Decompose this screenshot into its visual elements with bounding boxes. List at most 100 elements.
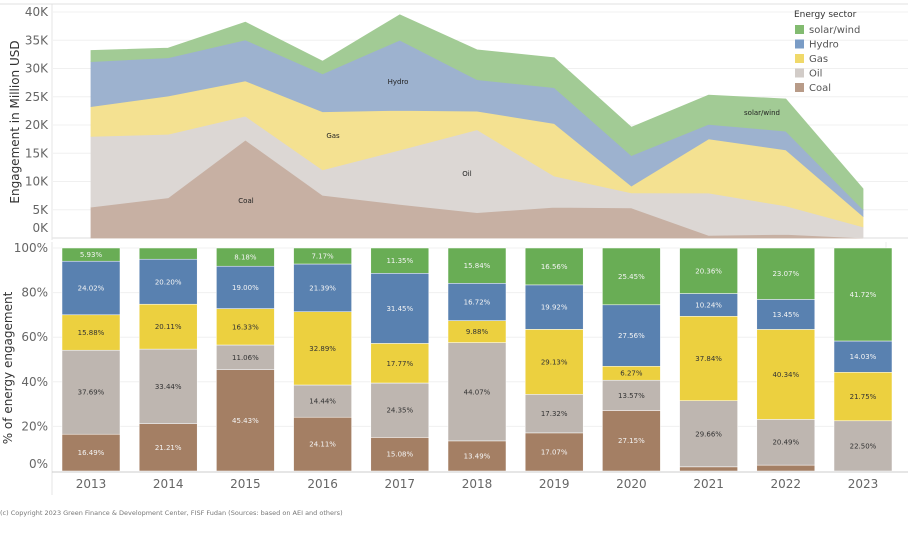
bar-segment-gas — [216, 308, 275, 346]
bottom-y-tick-label: 40% — [21, 375, 48, 389]
bottom-chart-y-ticks: 0% 20% 40% 60% 80% 100% — [14, 241, 48, 471]
top-y-tick-label: 30K — [25, 62, 49, 76]
bar-segment-oil — [756, 419, 816, 466]
bar-segment-gas — [679, 316, 738, 401]
legend-item-coal[interactable]: Coal — [809, 83, 831, 94]
bar-data-label: 6.27% — [620, 370, 643, 378]
bar-segment-hydro — [370, 273, 430, 344]
bar-data-label: 22.50% — [850, 442, 877, 450]
bar-data-label: 23.07% — [772, 270, 799, 278]
bar-data-label: 7.17% — [311, 253, 334, 261]
bar-segment-solar-wind — [524, 247, 584, 286]
bar-segment-coal — [524, 432, 584, 472]
x-tick-label: 2021 — [693, 477, 724, 491]
bar-segment-solar-wind — [756, 247, 816, 300]
bar-segment-solar-wind — [293, 247, 352, 265]
bar-data-label: 24.02% — [78, 285, 105, 293]
bar-data-label: 31.45% — [386, 305, 413, 313]
bar-data-label: 13.45% — [772, 311, 799, 319]
top-chart-y-ticks: 0K 5K 10K 15K 20K 25K 30K 35K 40K — [25, 5, 49, 235]
bar-segment-coal — [370, 437, 430, 472]
x-tick-label: 2015 — [230, 477, 261, 491]
bar-data-label: 20.20% — [155, 278, 182, 286]
bar-data-label: 15.08% — [386, 451, 413, 459]
x-tick-label: 2020 — [616, 477, 647, 491]
x-tick-label: 2018 — [462, 477, 493, 491]
bar-segment-hydro — [447, 283, 507, 321]
area-annotation: solar/wind — [744, 109, 780, 117]
bar-data-label: 19.92% — [541, 304, 568, 312]
bar-data-label: 17.77% — [386, 360, 413, 368]
bar-2018: 13.49% 44.07% 9.88% 16.72% 15.84% — [447, 247, 507, 472]
bottom-y-tick-label: 20% — [21, 419, 48, 433]
x-tick-label: 2019 — [539, 477, 570, 491]
bar-segment-coal — [138, 423, 198, 472]
bar-data-label: 17.07% — [541, 449, 568, 457]
bar-2015: 45.43% 11.06% 16.33% 19.00% 8.18% — [216, 247, 275, 472]
bar-data-label: 13.49% — [464, 453, 491, 461]
bar-segment-oil — [833, 420, 893, 472]
bar-data-label: 40.34% — [772, 371, 799, 379]
bar-data-label: 13.57% — [618, 392, 645, 400]
bar-segment-solar-wind — [602, 247, 661, 306]
top-y-tick-label: 35K — [25, 33, 49, 47]
bar-data-label: 16.56% — [541, 263, 568, 271]
bar-data-label: 9.88% — [466, 328, 489, 336]
bar-segment-oil — [447, 342, 507, 442]
area-annotation: Gas — [326, 132, 340, 140]
top-y-tick-label: 0K — [32, 221, 49, 235]
legend-swatch — [795, 25, 804, 34]
legend-item-gas[interactable]: Gas — [809, 54, 828, 65]
bar-segment-coal — [293, 416, 352, 472]
bottom-y-tick-label: 0% — [29, 457, 48, 471]
bar-segment-hydro — [833, 340, 893, 373]
bar-segment-hydro — [524, 284, 584, 330]
top-y-tick-label: 20K — [25, 118, 49, 132]
legend-item-oil[interactable]: Oil — [809, 69, 822, 80]
x-tick-label: 2016 — [307, 477, 338, 491]
bar-segment-gas — [756, 329, 816, 420]
bar-2020: 27.15% 13.57% 6.27% 27.56% 25.45% — [602, 247, 661, 472]
bar-2022: 20.49% 40.34% 13.45% 23.07% — [756, 247, 816, 472]
bar-data-label: 32.89% — [309, 345, 336, 353]
bar-data-label: 16.33% — [232, 323, 259, 331]
bar-data-label: 45.43% — [232, 417, 259, 425]
bar-data-label: 24.35% — [386, 407, 413, 415]
bar-data-label: 20.49% — [772, 439, 799, 447]
bar-segment-solar-wind — [138, 247, 198, 260]
x-tick-label: 2017 — [385, 477, 416, 491]
legend-swatch — [795, 68, 804, 78]
bar-segment-solar-wind — [370, 247, 430, 274]
bottom-y-tick-label: 100% — [14, 241, 48, 255]
legend-item-solar-wind[interactable]: solar/wind — [809, 25, 860, 36]
bar-data-label: 15.88% — [78, 329, 105, 337]
legend-item-hydro[interactable]: Hydro — [809, 40, 839, 51]
bar-segment-oil — [138, 348, 198, 424]
bar-data-label: 14.03% — [850, 353, 877, 361]
bar-data-label: 19.00% — [232, 284, 259, 292]
top-y-tick-label: 25K — [25, 90, 49, 104]
bar-data-label: 44.07% — [464, 388, 491, 396]
bar-data-label: 27.56% — [618, 332, 645, 340]
area-solar-wind — [90, 14, 864, 211]
bar-segment-oil — [370, 382, 430, 438]
bar-data-label: 37.69% — [78, 389, 105, 397]
legend: Energy sector solar/wind Hydro Gas Oil Coal — [794, 10, 860, 94]
bottom-y-tick-label: 80% — [21, 286, 48, 300]
area-annotation: Oil — [462, 170, 471, 178]
bar-data-label: 27.15% — [618, 437, 645, 445]
bar-data-label: 20.11% — [155, 323, 182, 331]
bar-segment-solar-wind — [679, 247, 738, 294]
copyright-footer: (c) Copyright 2023 Green Finance & Devel… — [0, 509, 343, 517]
bar-data-label: 21.21% — [155, 444, 182, 452]
bar-2013: 16.49% 37.69% 15.88% 24.02% 5.93% — [61, 247, 121, 472]
bar-segment-oil — [679, 400, 738, 468]
bar-segment-gas — [138, 304, 198, 350]
bar-2014: 21.21% 33.44% 20.11% 20.20% — [138, 247, 198, 472]
bar-data-label: 25.45% — [618, 273, 645, 281]
bar-segment-solar-wind — [216, 247, 275, 267]
bar-segment-solar-wind — [447, 247, 507, 284]
bar-data-label: 15.84% — [464, 262, 491, 270]
bar-segment-coal — [602, 410, 661, 472]
bar-data-label: 16.72% — [464, 299, 491, 307]
